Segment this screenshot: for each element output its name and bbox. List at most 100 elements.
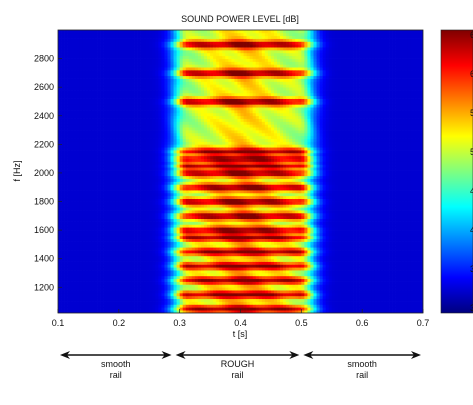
heatmap-cell <box>185 58 190 62</box>
heatmap-cell <box>161 207 165 211</box>
heatmap-cell <box>188 95 193 99</box>
heatmap-cell <box>88 130 92 134</box>
heatmap-cell <box>149 118 153 122</box>
heatmap-cell <box>182 87 187 91</box>
heatmap-cell <box>106 124 111 128</box>
heatmap-cell <box>88 61 92 65</box>
heatmap-cell <box>70 107 74 111</box>
heatmap-cell <box>161 58 165 62</box>
heatmap-cell <box>143 132 147 137</box>
heatmap-cell <box>67 295 71 300</box>
heatmap-cell <box>131 135 135 139</box>
heatmap-cell <box>207 272 211 277</box>
heatmap-cell <box>127 132 132 137</box>
heatmap-cell <box>70 247 74 251</box>
heatmap-cell <box>134 72 138 77</box>
heatmap-cell <box>94 258 98 262</box>
heatmap-cell <box>207 232 211 237</box>
heatmap-cell <box>152 167 156 171</box>
heatmap-cell <box>164 307 168 311</box>
heatmap-cell <box>79 135 83 139</box>
heatmap-cell <box>67 284 71 288</box>
heatmap-cell <box>140 152 144 157</box>
heatmap-cell <box>185 221 190 225</box>
heatmap-cell <box>143 58 147 62</box>
heatmap-cell <box>67 272 71 277</box>
heatmap-cell <box>137 52 141 57</box>
heatmap-cell <box>191 132 196 137</box>
heatmap-cell <box>161 301 165 305</box>
heatmap-cell <box>188 304 193 308</box>
heatmap-cell <box>164 127 168 131</box>
heatmap-cell <box>97 101 101 105</box>
heatmap-cell <box>140 72 144 77</box>
heatmap-cell <box>182 190 187 194</box>
heatmap-cell <box>103 72 108 77</box>
heatmap-cell <box>121 30 126 34</box>
heatmap-cell <box>207 221 211 225</box>
heatmap-cell <box>155 298 159 302</box>
heatmap-cell <box>76 144 80 148</box>
heatmap-cell <box>88 35 92 39</box>
heatmap-cell <box>100 64 104 68</box>
heatmap-cell <box>194 61 199 65</box>
heatmap-cell <box>76 87 80 91</box>
heatmap-cell <box>164 270 168 274</box>
heatmap-cell <box>103 155 108 159</box>
heatmap-cell <box>204 87 208 91</box>
heatmap-cell <box>103 232 108 237</box>
heatmap-cell <box>161 72 165 77</box>
heatmap-cell <box>194 170 199 174</box>
heatmap-cell <box>164 164 168 168</box>
heatmap-cell <box>115 247 120 251</box>
heatmap-cell <box>109 78 114 82</box>
heatmap-cell <box>143 158 147 162</box>
heatmap-cell <box>149 84 153 88</box>
heatmap-cell <box>161 61 165 65</box>
heatmap-cell <box>204 181 208 185</box>
heatmap-cell <box>100 232 104 237</box>
heatmap-cell <box>140 52 144 57</box>
heatmap-cell <box>127 107 132 111</box>
heatmap-cell <box>185 110 190 114</box>
heatmap-cell <box>91 287 95 291</box>
heatmap-cell <box>73 110 77 114</box>
heatmap-cell <box>82 281 86 285</box>
heatmap-cell <box>121 55 126 59</box>
heatmap-cell <box>131 132 135 137</box>
heatmap-cell <box>94 281 98 285</box>
heatmap-cell <box>109 178 114 182</box>
heatmap-cell <box>79 264 83 268</box>
heatmap-cell <box>97 250 101 254</box>
heatmap-cell <box>207 252 211 257</box>
heatmap-cell <box>70 207 74 211</box>
heatmap-cell <box>121 147 126 151</box>
heatmap-cell <box>76 167 80 171</box>
heatmap-cell <box>58 52 62 57</box>
heatmap-cell <box>164 247 168 251</box>
heatmap-cell <box>91 50 95 54</box>
heatmap-cell <box>140 78 144 82</box>
heatmap-cell <box>167 218 171 222</box>
heatmap-cell <box>82 38 86 42</box>
heatmap-cell <box>173 155 177 159</box>
heatmap-cell <box>106 115 111 119</box>
heatmap-cell <box>158 267 162 271</box>
heatmap-cell <box>82 204 86 208</box>
heatmap-cell <box>88 252 92 257</box>
heatmap-cell <box>173 44 177 48</box>
heatmap-cell <box>149 72 153 77</box>
heatmap-cell <box>194 141 199 145</box>
heatmap-cell <box>207 95 211 99</box>
heatmap-cell <box>67 164 71 168</box>
heatmap-cell <box>167 170 171 174</box>
heatmap-cell <box>112 250 117 254</box>
heatmap-cell <box>191 270 196 274</box>
heatmap-cell <box>158 155 162 159</box>
heatmap-cell <box>197 264 202 268</box>
heatmap-cell <box>109 58 114 62</box>
heatmap-cell <box>155 258 159 262</box>
heatmap-cell <box>179 264 184 268</box>
heatmap-cell <box>85 64 89 68</box>
heatmap-cell <box>155 281 159 285</box>
